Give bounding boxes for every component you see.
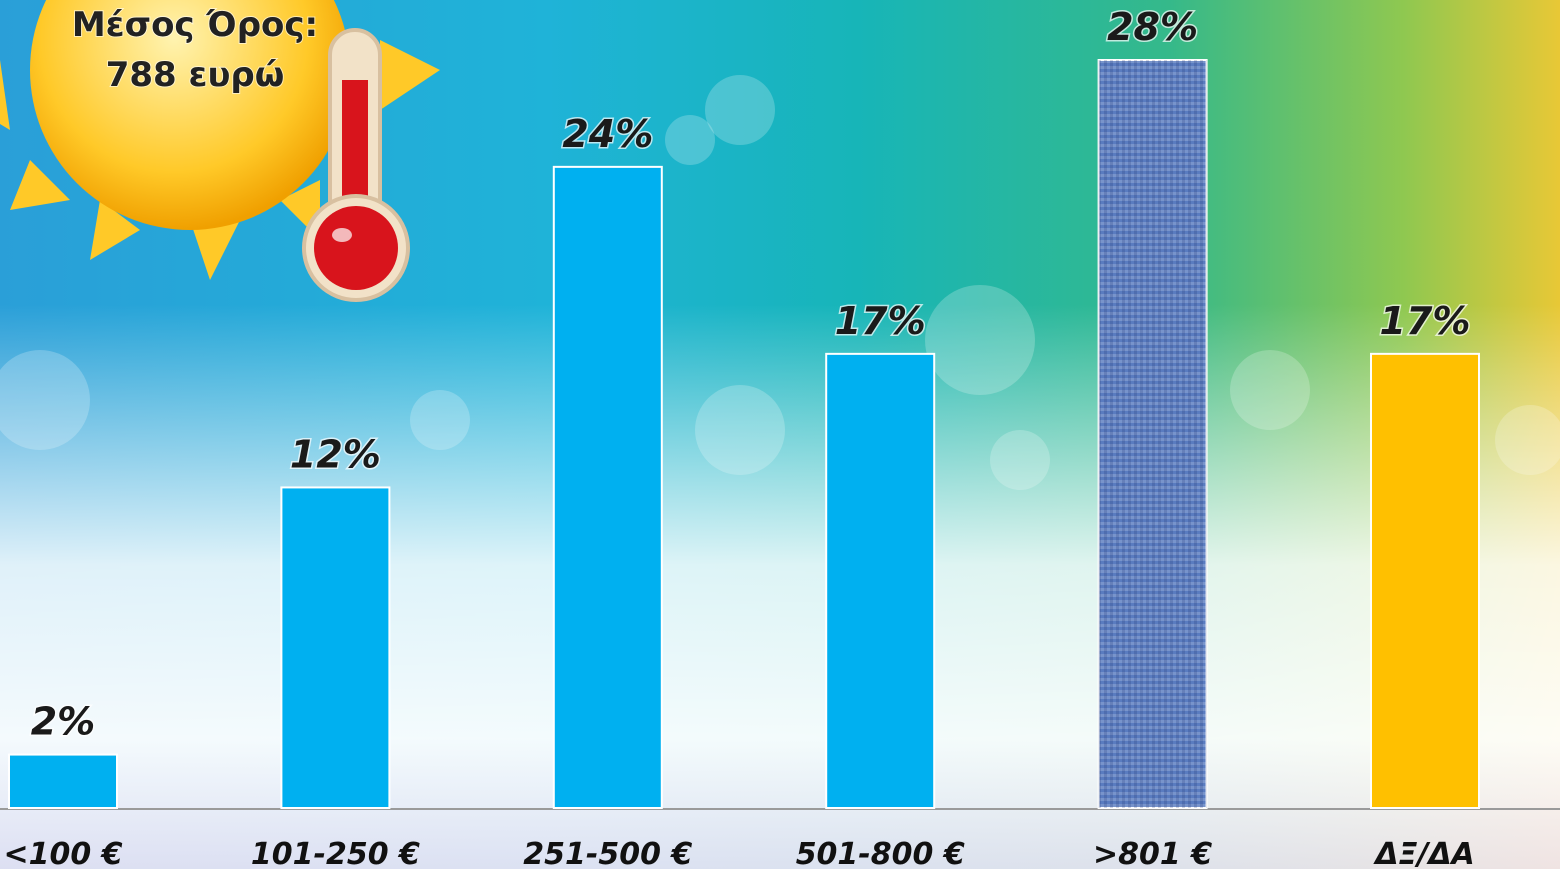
x-tick-label: >801 € [1093,837,1212,869]
x-tick-label: ΔΞ/ΔΑ [1373,837,1475,869]
sun-icon [0,0,440,280]
bokeh [0,75,1560,490]
value-label: 12% [290,432,381,476]
thermometer-icon [302,28,410,302]
bar [552,165,663,810]
value-label: 17% [835,299,926,343]
bar [280,486,391,809]
bar-texture [1098,60,1207,808]
x-tick-label: <100 € [3,837,122,869]
bar [8,753,118,809]
x-tick-label: 251-500 € [523,837,692,869]
x-tick-label: 101-250 € [251,837,420,869]
x-tick-label: 501-800 € [796,837,965,869]
value-label: 2% [31,700,96,744]
value-label: 28% [1107,5,1198,49]
value-label: 24% [562,112,653,156]
annotation-line: 788 ευρώ [106,55,285,95]
bar [1370,352,1480,809]
bar [825,352,936,809]
value-label: 17% [1380,299,1471,343]
annotation-line: Μέσος Όρος: [72,5,318,45]
